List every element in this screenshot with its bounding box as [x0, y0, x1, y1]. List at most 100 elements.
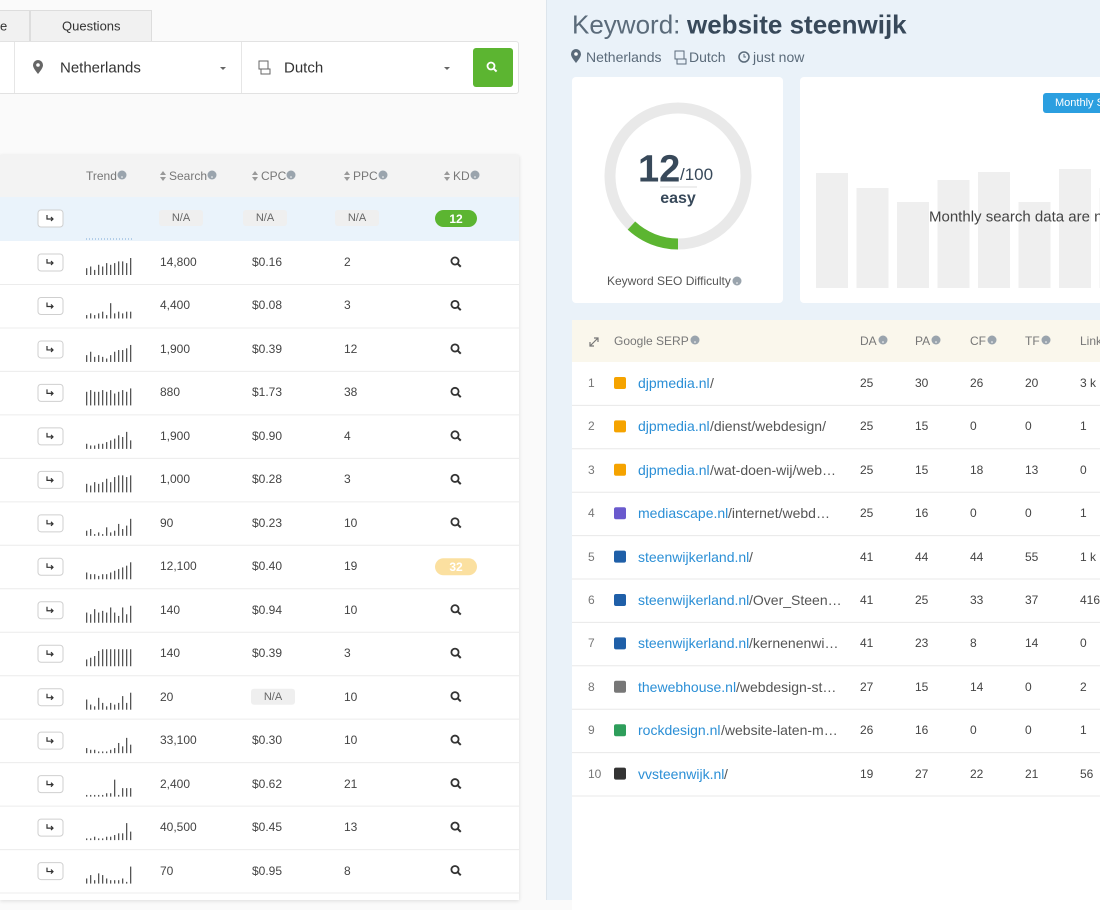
serp-tf: 14 — [1025, 636, 1038, 650]
help-dot — [1045, 341, 1047, 343]
trend-bar — [122, 649, 123, 666]
column-header: PPC — [353, 169, 378, 183]
search-icon-handle — [458, 829, 461, 832]
cell-ppc: 10 — [344, 516, 357, 530]
trend-bar — [102, 703, 103, 710]
serp-path[interactable]: / — [710, 375, 714, 391]
trend-bar — [130, 562, 131, 579]
location-select[interactable]: Netherlands — [60, 60, 141, 77]
trend-bar — [86, 355, 87, 362]
trend-bar — [102, 574, 103, 579]
language-select[interactable]: Dutch — [284, 60, 323, 77]
serp-domain[interactable]: steenwijkerland.nl — [638, 635, 749, 651]
cell-cpc: $0.45 — [252, 820, 282, 834]
trend-bar — [106, 479, 107, 493]
trend-bar — [94, 609, 95, 623]
trend-bar — [98, 576, 99, 579]
serp-path[interactable]: / — [724, 766, 728, 782]
trend-bar — [110, 265, 111, 275]
trend-bar — [106, 706, 107, 709]
serp-domain[interactable]: thewebhouse.nl — [638, 679, 736, 695]
column-header: KD — [453, 169, 470, 183]
caret — [220, 67, 226, 70]
trend-bar — [130, 440, 131, 449]
serp-da: 41 — [860, 550, 873, 564]
cell-cpc: $0.90 — [252, 429, 282, 443]
serp-column-header: Link — [1080, 334, 1100, 348]
serp-path[interactable]: /internet/webd… — [728, 505, 830, 521]
serp-cf: 14 — [970, 680, 983, 694]
trend-bar — [130, 649, 131, 666]
trend-bar — [106, 442, 107, 449]
trend-bar — [126, 392, 127, 406]
serp-domain[interactable]: djpmedia.nl — [638, 375, 710, 391]
trend-bar — [86, 795, 87, 797]
meta-item: Dutch — [689, 49, 726, 65]
favicon — [614, 377, 626, 389]
trend-bar — [106, 751, 107, 753]
serp-rank: 9 — [588, 723, 595, 737]
flag-icon — [259, 61, 270, 74]
search-icon-handle — [458, 394, 461, 397]
serp-path[interactable]: /webdesign-st… — [736, 679, 836, 695]
difficulty-max: /100 — [680, 165, 713, 185]
help-dot — [882, 341, 884, 343]
serp-domain[interactable]: djpmedia.nl — [638, 462, 710, 478]
cell-cpc: $0.28 — [252, 472, 282, 486]
cell-cpc: $0.40 — [252, 559, 282, 573]
trend-bar — [110, 837, 111, 840]
trend-bar — [130, 788, 131, 797]
serp-path[interactable]: /dienst/webdesign/ — [710, 418, 826, 434]
serp-column-header: Google SERP — [614, 334, 689, 348]
search-icon-handle — [458, 655, 461, 658]
serp-cf: 0 — [970, 723, 977, 737]
serp-tf: 0 — [1025, 723, 1032, 737]
serp-cf: 44 — [970, 550, 983, 564]
trend-bar — [86, 268, 87, 275]
cell-ppc: 38 — [344, 385, 357, 399]
trend-bar — [130, 693, 131, 710]
serp-domain[interactable]: rockdesign.nl — [638, 722, 721, 738]
trend-bar — [118, 312, 119, 319]
serp-domain[interactable]: steenwijkerland.nl — [638, 592, 749, 608]
trend-bar — [98, 444, 99, 449]
trend-bar — [90, 705, 91, 710]
serp-path[interactable]: /website-laten-m… — [721, 722, 838, 738]
trend-bar — [106, 315, 107, 318]
trend-bar — [94, 574, 95, 579]
monthly-button-label[interactable]: Monthly S — [1055, 97, 1100, 109]
trend-bar — [86, 659, 87, 666]
flag-icon — [675, 51, 686, 64]
placeholder-bar — [938, 180, 970, 288]
serp-domain[interactable]: mediascape.nl — [638, 505, 728, 521]
search-icon-handle — [458, 742, 461, 745]
serp-column-header: DA — [860, 334, 877, 348]
serp-path[interactable]: /kernenenwi… — [749, 635, 839, 651]
cell-search: 2,400 — [160, 777, 190, 791]
difficulty-label: easy — [660, 190, 696, 208]
serp-path[interactable]: /wat-doen-wij/web… — [710, 462, 836, 478]
serp-domain[interactable]: vvsteenwijk.nl — [638, 766, 724, 782]
serp-domain[interactable]: steenwijkerland.nl — [638, 549, 749, 565]
serp-pa: 15 — [915, 680, 928, 694]
trend-bar — [122, 313, 123, 318]
trend-bar — [98, 838, 99, 840]
trend-bar — [102, 312, 103, 319]
tab-label[interactable]: Questions — [62, 19, 121, 34]
help-icon — [879, 336, 888, 345]
serp-da: 19 — [860, 767, 873, 781]
tab-label[interactable]: e — [0, 19, 7, 34]
trend-bar — [126, 263, 127, 275]
trend-bar — [122, 607, 123, 622]
trend-bar — [126, 477, 127, 492]
trend-bar — [94, 656, 95, 666]
trend-bar — [130, 388, 131, 405]
cell-cpc: $0.62 — [252, 777, 282, 791]
serp-path[interactable]: /Over_Steen… — [749, 592, 842, 608]
trend-bar — [102, 444, 103, 449]
trend-bar — [118, 743, 119, 753]
serp-path[interactable]: / — [749, 549, 753, 565]
cell-search: 20 — [160, 690, 173, 704]
serp-domain[interactable]: djpmedia.nl — [638, 418, 710, 434]
trend-bar — [122, 390, 123, 405]
